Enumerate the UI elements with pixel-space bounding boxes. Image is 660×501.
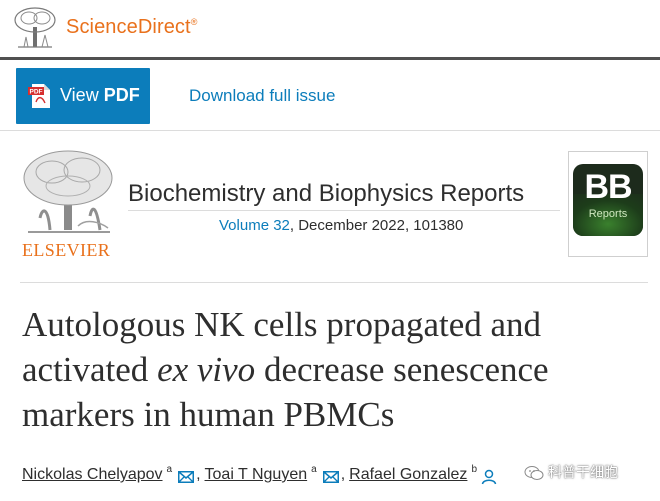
volume-link[interactable]: Volume 32 [219, 217, 290, 234]
author-affiliation[interactable]: a [311, 463, 317, 475]
author-separator: , [340, 466, 346, 483]
journal-cover-art: BB Reports [573, 164, 643, 236]
view-pdf-label: View PDF [60, 85, 140, 105]
publisher-name: ELSEVIER [22, 240, 111, 260]
article-title: Autologous NK cells propagated and activ… [22, 305, 549, 434]
author-list: Nickolas Chelyapov a , Toai T Nguyen a ,… [22, 463, 497, 485]
publisher-logo[interactable]: ELSEVIER [20, 148, 118, 260]
brand-trademark: ® [190, 17, 198, 27]
issue-info: Volume 32, December 2022, 101380 [219, 217, 463, 234]
title-divider [20, 282, 648, 283]
envelope-icon[interactable] [322, 471, 339, 483]
cover-initials: BB [584, 168, 632, 206]
download-full-issue-link[interactable]: Download full issue [189, 86, 336, 105]
envelope-icon[interactable] [178, 471, 195, 483]
wechat-icon [524, 466, 544, 481]
view-pdf-button[interactable]: PDF View PDF [16, 68, 150, 124]
issue-details: , December 2022, 101380 [289, 217, 464, 234]
elsevier-tree-illustration [23, 150, 113, 233]
author-affiliation[interactable]: b [471, 463, 477, 475]
cover-subtitle: Reports [588, 208, 628, 220]
sciencedirect-logo[interactable]: ScienceDirect® [66, 16, 197, 39]
journal-title-link[interactable]: Biochemistry and Biophysics Reports [128, 180, 525, 207]
author-separator: , [196, 466, 201, 483]
author-name[interactable]: Nickolas Chelyapov [22, 466, 163, 483]
author-affiliation[interactable]: a [166, 463, 173, 475]
journal-title-underline [128, 210, 560, 211]
wechat-watermark: 科普干细胞 [524, 462, 618, 482]
site-header: ScienceDirect® [0, 0, 660, 58]
journal-cover[interactable]: BB Reports [568, 151, 648, 257]
pdf-file-icon: PDF [28, 84, 50, 108]
svg-text:PDF: PDF [30, 89, 43, 96]
author-name[interactable]: Toai T Nguyen [204, 466, 308, 483]
header-divider [0, 57, 660, 60]
elsevier-tree-icon[interactable] [12, 5, 58, 51]
person-icon[interactable] [481, 469, 497, 485]
article-toolbar: PDF View PDF Download full issue [0, 60, 660, 130]
watermark-text: 科普干细胞 [548, 464, 618, 480]
cover-glow [573, 194, 643, 236]
toolbar-divider [0, 130, 660, 131]
brand-text: ScienceDirect [66, 16, 191, 38]
author-name[interactable]: Rafael Gonzalez [349, 466, 468, 483]
